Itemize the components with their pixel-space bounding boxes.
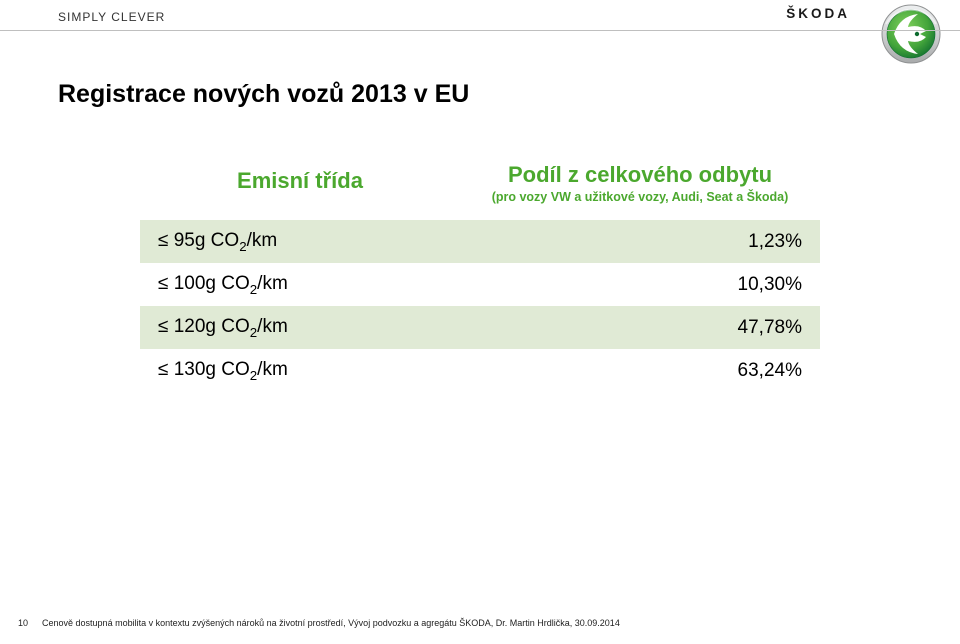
footer-text: Cenově dostupná mobilita v kontextu zvýš… — [42, 618, 620, 628]
cell-share: 10,30% — [460, 274, 820, 296]
tagline: SIMPLY CLEVER — [58, 10, 165, 24]
table-row: ≤ 130g CO2/km 63,24% — [140, 349, 820, 392]
brand-wordmark: ŠKODA — [786, 6, 850, 21]
col-header-share-sub: (pro vozy VW a užitkové vozy, Audi, Seat… — [460, 188, 820, 220]
col-header-share: Podíl z celkového odbytu — [460, 160, 820, 188]
footer: 10 Cenově dostupná mobilita v kontextu z… — [18, 618, 620, 628]
cell-share: 63,24% — [460, 360, 820, 382]
table-row: ≤ 95g CO2/km 1,23% — [140, 220, 820, 263]
table-row: ≤ 120g CO2/km 47,78% — [140, 306, 820, 349]
cell-class: ≤ 130g CO2/km — [140, 359, 460, 383]
cell-class: ≤ 95g CO2/km — [140, 230, 460, 254]
skoda-logo-icon — [872, 0, 950, 64]
cell-class: ≤ 100g CO2/km — [140, 273, 460, 297]
col-header-class: Emisní třída — [140, 160, 460, 220]
table-header-row: Emisní třída Podíl z celkového odbytu (p… — [140, 160, 820, 220]
cell-share: 47,78% — [460, 317, 820, 339]
cell-class: ≤ 120g CO2/km — [140, 316, 460, 340]
page-title: Registrace nových vozů 2013 v EU — [58, 80, 469, 109]
cell-share: 1,23% — [460, 231, 820, 253]
emissions-table: Emisní třída Podíl z celkového odbytu (p… — [140, 160, 820, 392]
table-row: ≤ 100g CO2/km 10,30% — [140, 263, 820, 306]
header-rule — [0, 30, 960, 31]
page-number: 10 — [18, 618, 28, 628]
